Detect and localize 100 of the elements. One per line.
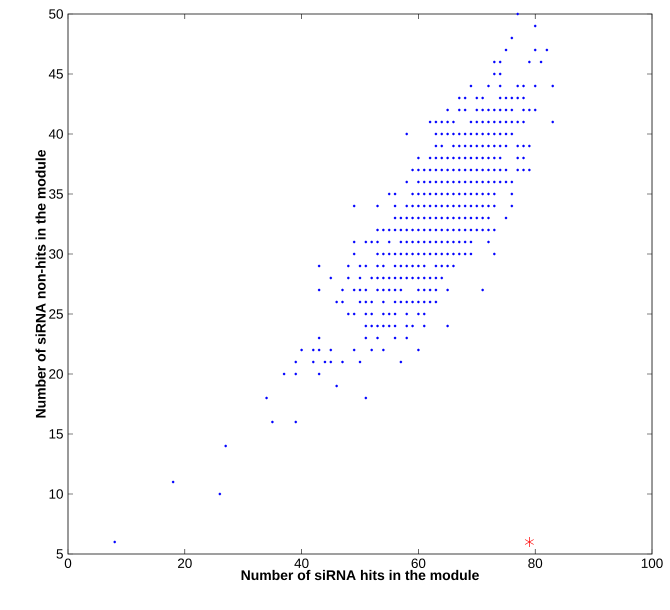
point: [510, 108, 514, 112]
point: [446, 204, 449, 208]
point: [534, 84, 537, 88]
point: [370, 240, 373, 244]
point: [493, 108, 496, 112]
point: [522, 84, 525, 88]
point: [400, 300, 402, 304]
y-axis-title: Number of siRNA non-hits in the module: [35, 150, 46, 418]
point: [522, 168, 525, 172]
point: [382, 252, 385, 256]
point: [376, 264, 379, 268]
point: [464, 252, 466, 256]
point: [516, 156, 519, 160]
point: [458, 252, 461, 256]
point: [428, 216, 432, 220]
point: [411, 264, 414, 268]
point: [388, 288, 391, 292]
point: [364, 396, 368, 400]
point: [358, 288, 362, 292]
point: [504, 96, 508, 100]
point: [330, 348, 332, 352]
point: [440, 132, 444, 136]
point: [394, 228, 396, 232]
point: [300, 348, 303, 352]
point: [493, 132, 496, 136]
point: [470, 216, 472, 220]
point: [458, 192, 461, 196]
y-tick-label: 35: [49, 189, 63, 199]
point: [452, 132, 455, 136]
point: [265, 396, 268, 400]
point: [382, 300, 385, 304]
point: [481, 216, 484, 220]
point: [376, 336, 379, 340]
point: [458, 204, 461, 208]
point: [464, 204, 466, 208]
point: [405, 252, 408, 256]
point: [458, 96, 461, 100]
point: [487, 168, 490, 172]
point: [487, 216, 490, 220]
point: [330, 276, 332, 280]
point: [388, 192, 391, 196]
point: [498, 144, 502, 148]
point: [411, 204, 414, 208]
point: [534, 108, 537, 112]
y-tick-label: 25: [49, 309, 63, 319]
point: [498, 180, 502, 184]
point: [394, 324, 396, 328]
point: [382, 276, 385, 280]
point: [440, 240, 444, 244]
point: [493, 60, 496, 64]
point: [417, 156, 420, 160]
point: [458, 132, 461, 136]
point: [417, 216, 420, 220]
point: [481, 96, 484, 100]
point: [428, 168, 432, 172]
point: [516, 144, 519, 148]
point: [388, 324, 391, 328]
point: [481, 228, 484, 232]
point: [394, 276, 396, 280]
point: [347, 264, 350, 268]
point: [376, 288, 379, 292]
point: [498, 72, 502, 76]
point: [394, 264, 396, 268]
point: [370, 312, 373, 316]
point: [528, 108, 531, 112]
point: [411, 276, 414, 280]
point: [434, 288, 438, 292]
point: [464, 168, 466, 172]
x-tick-label: 20: [178, 558, 192, 568]
point: [422, 192, 426, 196]
point: [498, 60, 502, 64]
y-tick-label: 10: [50, 489, 63, 499]
point: [487, 228, 490, 232]
point: [446, 132, 449, 136]
point: [434, 144, 438, 148]
point: [400, 276, 402, 280]
point: [487, 108, 490, 112]
point: [400, 252, 402, 256]
point: [476, 228, 478, 232]
point: [422, 276, 426, 280]
point: [352, 348, 356, 352]
point: [405, 228, 408, 232]
point: [400, 264, 402, 268]
point: [358, 360, 362, 364]
point: [487, 240, 490, 244]
point: [400, 228, 402, 232]
point: [476, 108, 478, 112]
point: [470, 144, 472, 148]
point: [551, 84, 554, 88]
point: [352, 312, 356, 316]
point: [382, 324, 385, 328]
point: [504, 144, 508, 148]
point: [394, 192, 396, 196]
point: [341, 360, 344, 364]
point: [382, 348, 385, 352]
point: [294, 372, 298, 376]
point: [422, 204, 426, 208]
point: [312, 348, 315, 352]
point: [422, 288, 426, 292]
y-tick-label: 5: [56, 549, 63, 559]
